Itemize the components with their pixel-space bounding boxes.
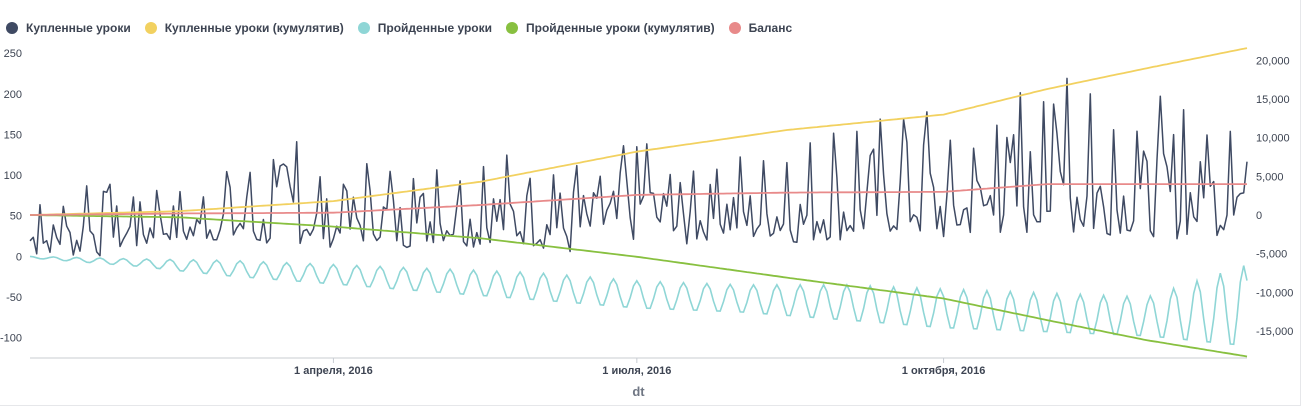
y-right-tick-label: -15,000	[1256, 326, 1293, 338]
y-left-tick-label: 250	[4, 48, 22, 60]
y-left-tick-label: -100	[0, 333, 22, 345]
series-line-completed-cumulative	[29, 214, 1248, 358]
legend-label: Пройденные уроки (кумулятив)	[526, 21, 715, 35]
y-right-tick-label: 20,000	[1256, 55, 1290, 67]
chart-legend: Купленные уроки Купленные уроки (кумулят…	[6, 18, 806, 38]
x-tick-label: 1 июля, 2016	[602, 365, 671, 377]
legend-dot-icon	[144, 22, 157, 34]
x-tick-label: 1 апреля, 2016	[294, 365, 373, 377]
y-left-tick-label: 200	[4, 89, 22, 101]
chart-frame	[0, 0, 1301, 406]
legend-dot-icon	[728, 22, 741, 34]
y-left-tick-label: 100	[4, 170, 22, 182]
x-tick-label: 1 октября, 2016	[902, 365, 986, 377]
legend-dot-icon	[506, 22, 519, 34]
legend-label: Купленные уроки	[26, 21, 131, 35]
legend-label: Баланс	[748, 21, 793, 35]
y-left-tick-label: 150	[4, 129, 22, 141]
y-left-tick-label: 0	[16, 251, 22, 263]
y-right-tick-label: 5,000	[1256, 171, 1284, 183]
legend-dot-icon	[357, 22, 370, 34]
series-line-completed	[29, 255, 1248, 346]
series-line-balance	[30, 183, 1247, 216]
y-left-tick-label: 50	[10, 211, 22, 223]
series-line-purchased	[29, 77, 1248, 257]
y-right-tick-label: -10,000	[1256, 287, 1293, 299]
legend-dot-icon	[6, 22, 18, 34]
y-left-tick-label: -50	[6, 292, 22, 304]
legend-item-completed[interactable]: Пройденные уроки	[357, 21, 493, 35]
legend-label: Пройденные уроки	[377, 21, 493, 35]
legend-item-purchased-cumulative[interactable]: Купленные уроки (кумулятив)	[144, 21, 344, 35]
y-right-tick-label: -5,000	[1256, 249, 1287, 261]
y-right-tick-label: 15,000	[1256, 94, 1290, 106]
legend-item-balance[interactable]: Баланс	[728, 21, 793, 35]
legend-item-purchased[interactable]: Купленные уроки	[6, 21, 131, 35]
legend-label: Купленные уроки (кумулятив)	[164, 21, 344, 35]
x-axis-label: dt	[632, 384, 645, 399]
series-line-purchased-cumulative	[29, 47, 1248, 216]
legend-item-completed-cumulative[interactable]: Пройденные уроки (кумулятив)	[506, 21, 715, 35]
y-right-tick-label: 0	[1256, 210, 1262, 222]
y-right-tick-label: 10,000	[1256, 133, 1290, 145]
